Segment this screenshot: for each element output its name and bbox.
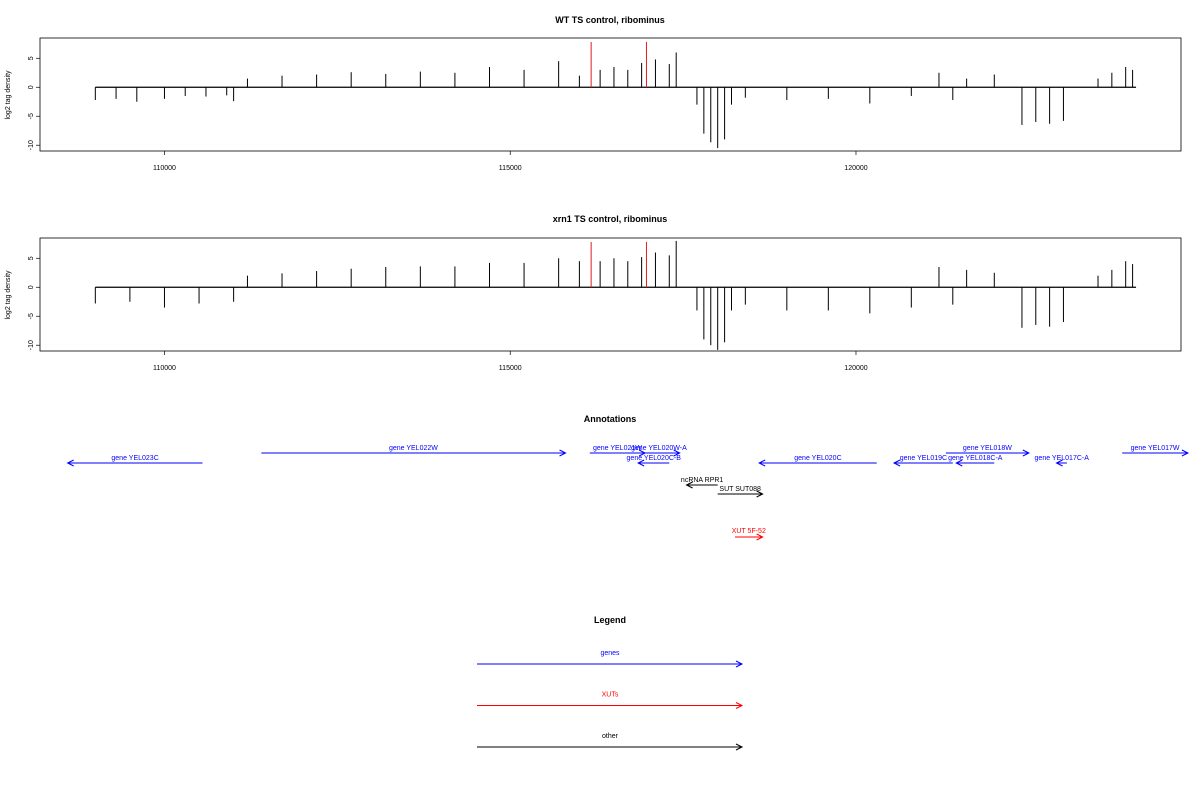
plot-frame — [39, 237, 1182, 352]
annotation-feature: gene YEL020C-B — [627, 455, 682, 467]
y-tick-label: -10 — [28, 140, 35, 150]
feature-label: gene YEL018C-A — [948, 455, 1003, 462]
x-tick-label: 110000 — [153, 365, 176, 372]
feature-arrow-head — [1181, 449, 1190, 457]
feature-arrow-head — [756, 533, 764, 541]
legend-label: other — [602, 733, 619, 740]
annotation-feature: gene YEL023C — [66, 455, 203, 467]
feature-arrow-head — [559, 449, 567, 457]
feature-arrow-head — [892, 459, 901, 467]
axes: 110000 115000 120000 5 0 -5 -10 — [28, 56, 868, 172]
legend-label: genes — [600, 650, 620, 657]
legend-entry: genes — [477, 650, 744, 668]
feature-label: gene YEL019C — [900, 455, 947, 462]
axes: 110000 115000 120000 5 0 -5 -10 — [28, 256, 868, 372]
feature-label: gene YEL020W-A — [631, 445, 687, 452]
y-tick-label: 0 — [28, 285, 35, 289]
x-tick-label: 120000 — [844, 165, 867, 172]
y-tick-label: -5 — [28, 313, 35, 319]
feature-arrow-head — [1022, 449, 1030, 457]
panel-title: xrn1 TS control, ribominus — [553, 214, 668, 224]
feature-arrow-head — [758, 459, 766, 467]
x-tick-label: 120000 — [844, 365, 867, 372]
x-tick-label: 115000 — [499, 365, 522, 372]
annotations-track: Annotations gene YEL023C gene YEL022W gene… — [66, 414, 1190, 541]
feature-arrow-head — [955, 459, 963, 467]
feature-label: gene YEL017C-A — [1035, 455, 1090, 462]
feature-label: SUT SUT088 — [719, 486, 761, 493]
y-axis-label: log2 tag density — [5, 70, 12, 120]
legend: Legend genes XUTs other — [477, 615, 744, 751]
feature-label: gene YEL023C — [111, 455, 158, 462]
annotation-feature: gene YEL020W-A — [631, 445, 687, 457]
annotation-feature: gene YEL018C-A — [948, 455, 1003, 467]
legend-entry: XUTs — [477, 692, 744, 709]
annotation-feature: gene YEL017C-A — [1035, 455, 1090, 467]
feature-label: ncRNA RPR1 — [681, 477, 724, 484]
annotation-feature: gene YEL018W — [945, 445, 1030, 457]
y-tick-label: 5 — [28, 256, 35, 260]
annotation-feature: SUT SUT088 — [717, 486, 764, 498]
feature-label: XUT 5F-52 — [732, 528, 766, 535]
legend-title: Legend — [594, 615, 626, 625]
y-tick-label: 0 — [28, 85, 35, 89]
annotation-feature: ncRNA RPR1 — [681, 477, 724, 489]
feature-arrow-head — [685, 481, 693, 489]
y-tick-label: 5 — [28, 56, 35, 60]
legend-label: XUTs — [602, 692, 619, 699]
feature-arrow-head — [637, 459, 645, 467]
feature-label: gene YEL018W — [963, 445, 1012, 452]
legend-entry: other — [477, 733, 744, 751]
x-tick-label: 115000 — [499, 165, 522, 172]
feature-label: gene YEL017W — [1131, 445, 1180, 452]
feature-arrow-head — [66, 459, 74, 467]
annotation-feature: gene YEL022W — [261, 445, 567, 457]
plot-frame — [39, 37, 1182, 152]
panel-xrn1: xrn1 TS control, ribominus log2 tag dens… — [5, 214, 1182, 372]
annotation-feature: gene YEL020C — [758, 455, 877, 467]
legend-arrow-head — [735, 743, 744, 751]
x-tick-label: 110000 — [153, 165, 176, 172]
annotation-feature: XUT 5F-52 — [732, 528, 766, 541]
feature-label: gene YEL020C-B — [627, 455, 682, 462]
legend-arrow-head — [735, 702, 744, 709]
feature-label: gene YEL022W — [389, 445, 438, 452]
y-tick-label: -5 — [28, 113, 35, 119]
feature-arrow-head — [673, 449, 681, 457]
y-axis-label: log2 tag density — [5, 270, 12, 320]
feature-label: gene YEL020C — [794, 455, 841, 462]
feature-label: gene YEL021W — [593, 445, 642, 452]
y-tick-label: -10 — [28, 340, 35, 350]
annotation-feature: gene YEL017W — [1122, 445, 1190, 457]
feature-arrow-head — [756, 490, 764, 498]
data-marks — [94, 240, 1137, 350]
panel-title: WT TS control, ribominus — [555, 15, 665, 25]
data-marks — [94, 42, 1137, 149]
annotation-feature: gene YEL019C — [892, 455, 953, 467]
feature-arrow-head — [1055, 459, 1063, 467]
panel-wt: WT TS control, ribominus log2 tag densit… — [5, 15, 1182, 172]
legend-items: genes XUTs other — [477, 650, 744, 751]
annotations-title: Annotations — [584, 414, 637, 424]
legend-arrow-head — [735, 660, 744, 668]
